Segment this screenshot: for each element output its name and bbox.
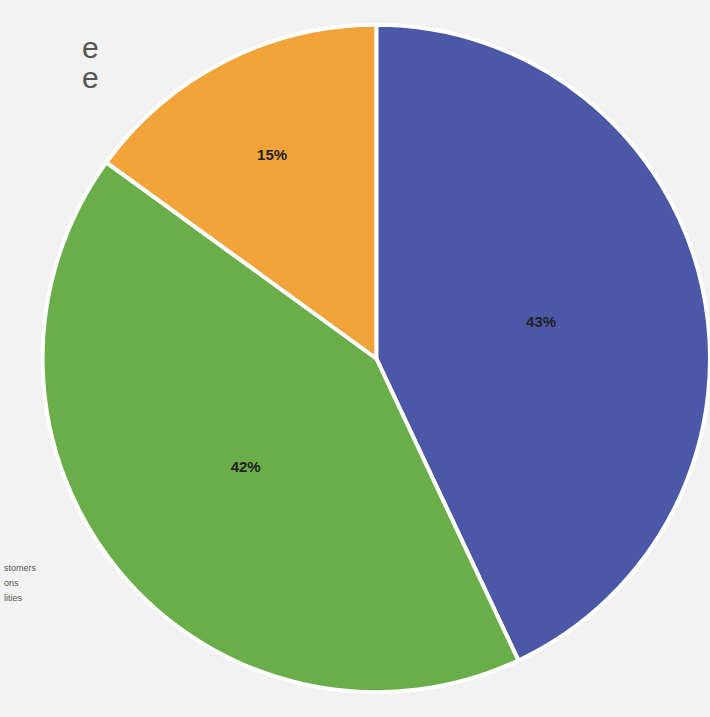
svg-text:e: e	[82, 31, 99, 64]
svg-text:ons: ons	[4, 578, 19, 588]
svg-text:43%: 43%	[526, 313, 556, 330]
svg-text:e: e	[82, 61, 99, 94]
svg-text:stomers: stomers	[4, 563, 37, 573]
svg-text:15%: 15%	[257, 146, 287, 163]
svg-text:lities: lities	[4, 593, 23, 603]
svg-text:42%: 42%	[231, 458, 261, 475]
